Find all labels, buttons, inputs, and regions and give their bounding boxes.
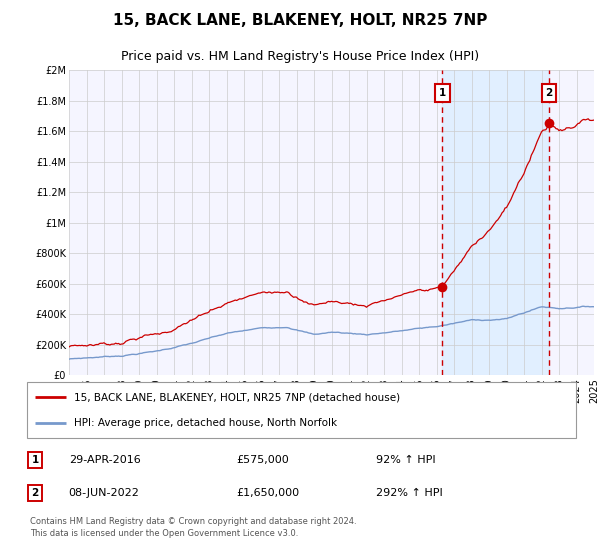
Text: 92% ↑ HPI: 92% ↑ HPI bbox=[376, 455, 435, 465]
Text: HPI: Average price, detached house, North Norfolk: HPI: Average price, detached house, Nort… bbox=[74, 418, 337, 428]
Text: 2: 2 bbox=[545, 88, 553, 98]
Text: Contains HM Land Registry data © Crown copyright and database right 2024.
This d: Contains HM Land Registry data © Crown c… bbox=[29, 517, 356, 538]
Text: 1: 1 bbox=[439, 88, 446, 98]
Text: 2: 2 bbox=[32, 488, 39, 498]
Text: 08-JUN-2022: 08-JUN-2022 bbox=[68, 488, 140, 498]
Text: 292% ↑ HPI: 292% ↑ HPI bbox=[376, 488, 442, 498]
Text: Price paid vs. HM Land Registry's House Price Index (HPI): Price paid vs. HM Land Registry's House … bbox=[121, 50, 479, 63]
Text: 1: 1 bbox=[32, 455, 39, 465]
Text: £575,000: £575,000 bbox=[236, 455, 289, 465]
Text: 29-APR-2016: 29-APR-2016 bbox=[68, 455, 140, 465]
Text: £1,650,000: £1,650,000 bbox=[236, 488, 299, 498]
FancyBboxPatch shape bbox=[27, 382, 577, 438]
Text: 15, BACK LANE, BLAKENEY, HOLT, NR25 7NP (detached house): 15, BACK LANE, BLAKENEY, HOLT, NR25 7NP … bbox=[74, 392, 400, 402]
Bar bbox=[442, 70, 549, 375]
Text: 15, BACK LANE, BLAKENEY, HOLT, NR25 7NP: 15, BACK LANE, BLAKENEY, HOLT, NR25 7NP bbox=[113, 13, 487, 29]
